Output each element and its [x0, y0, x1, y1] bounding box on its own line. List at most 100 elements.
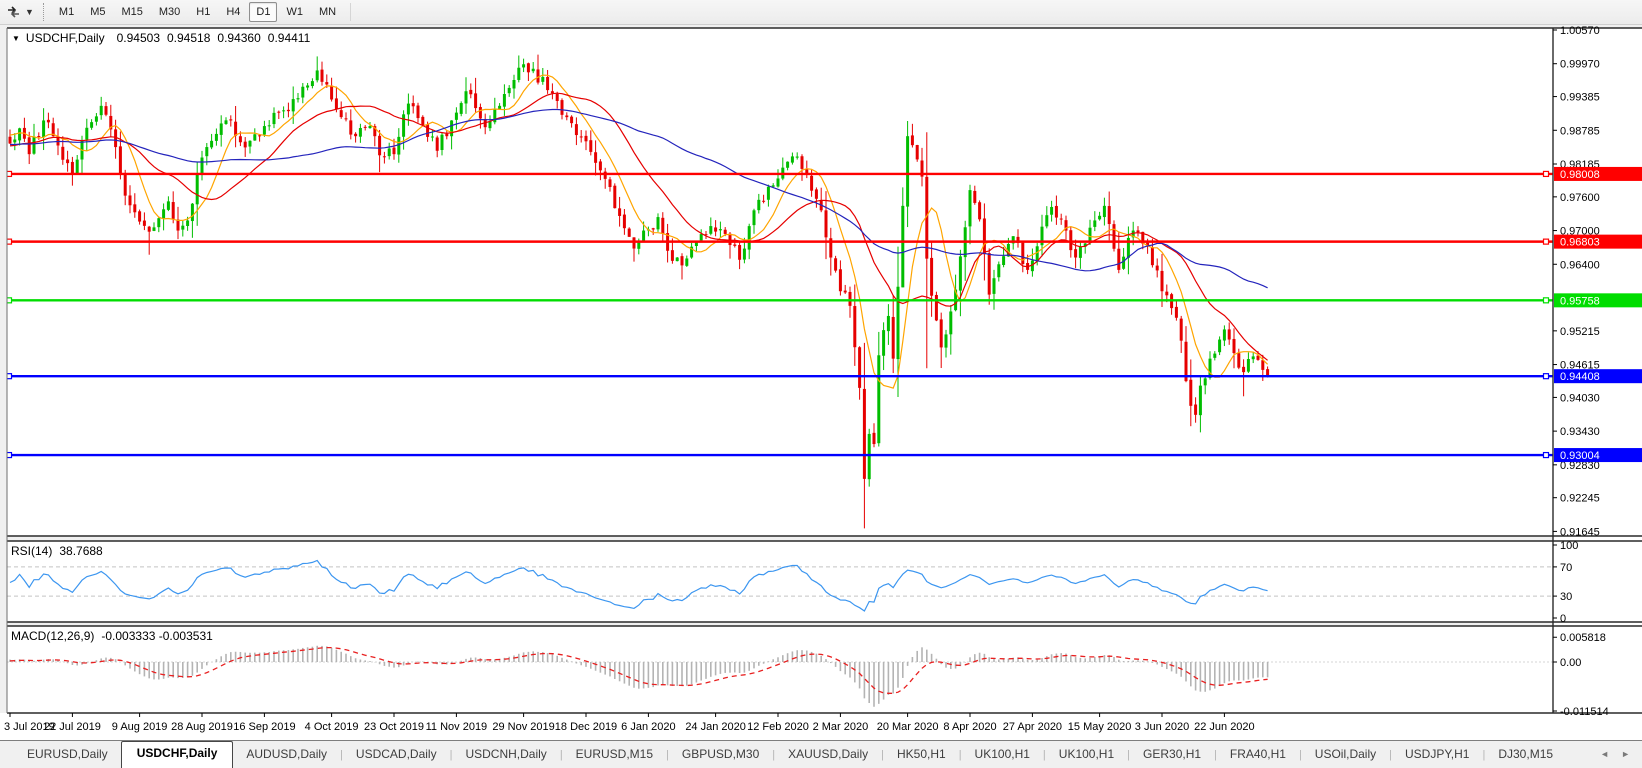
tab-usdcnh-daily[interactable]: USDCNH,Daily — [465, 747, 547, 761]
svg-text:0.98785: 0.98785 — [1560, 125, 1600, 137]
svg-text:0.99385: 0.99385 — [1560, 92, 1600, 104]
tab-fra40-h1[interactable]: FRA40,H1 — [1229, 747, 1286, 761]
timeframe-button-m30[interactable]: M30 — [158, 6, 181, 18]
hline-0.93004 — [7, 451, 1553, 459]
rsi-value: 38.7688 — [59, 544, 103, 558]
chart-shift-icon[interactable] — [5, 4, 23, 20]
tab-eurusd-m15[interactable]: EURUSD,M15 — [575, 747, 654, 761]
timeframe-button-mn[interactable]: MN — [318, 6, 337, 18]
svg-text:0.00: 0.00 — [1560, 657, 1581, 669]
tab-divider: | — [340, 749, 343, 761]
rsi-axis: 100 70 30 0 — [1553, 540, 1578, 625]
tab-usdchf-daily[interactable]: USDCHF,Daily — [120, 741, 234, 768]
svg-text:8 Apr 2020: 8 Apr 2020 — [943, 721, 996, 733]
hline-0.95758 — [7, 297, 1553, 304]
timeframe-button-w1[interactable]: W1 — [286, 6, 303, 18]
timeframe-button-m5[interactable]: M5 — [90, 6, 106, 18]
svg-text:0.94030: 0.94030 — [1560, 392, 1600, 404]
svg-text:4 Oct 2019: 4 Oct 2019 — [305, 721, 359, 733]
svg-text:28 Aug 2019: 28 Aug 2019 — [171, 721, 233, 733]
hline-price-badge: 0.93004 — [1554, 448, 1642, 463]
svg-text:0.94615: 0.94615 — [1560, 360, 1600, 372]
svg-text:23 Oct 2019: 23 Oct 2019 — [364, 721, 424, 733]
tab-divider: | — [772, 749, 776, 761]
macd-name: MACD(12,26,9) — [11, 629, 95, 643]
timeframe-button-d1[interactable]: D1 — [249, 2, 278, 22]
svg-text:16 Sep 2019: 16 Sep 2019 — [233, 721, 295, 733]
svg-text:20 Mar 2020: 20 Mar 2020 — [877, 721, 939, 733]
collapse-triangle-icon[interactable]: ▼ — [12, 33, 20, 43]
ohlc-high: 0.94518 — [167, 31, 211, 45]
tab-scroll-right-icon[interactable]: ► — [1621, 749, 1630, 759]
tab-divider: | — [1127, 749, 1131, 761]
svg-text:12 Feb 2020: 12 Feb 2020 — [747, 721, 809, 733]
hline-price-badge: 0.94408 — [1554, 369, 1642, 384]
svg-text:24 Jan 2020: 24 Jan 2020 — [685, 721, 746, 733]
hline-0.96803 — [7, 238, 1553, 245]
svg-text:22 Jun 2020: 22 Jun 2020 — [1194, 721, 1255, 733]
svg-text:0.93004: 0.93004 — [1560, 450, 1600, 462]
rsi-name: RSI(14) — [11, 544, 53, 558]
tab-divider: | — [559, 749, 563, 761]
tab-divider: | — [881, 749, 884, 761]
svg-text:0.94408: 0.94408 — [1560, 371, 1600, 383]
tab-usdcad-daily[interactable]: USDCAD,Daily — [355, 747, 437, 761]
svg-text:0.95215: 0.95215 — [1560, 326, 1600, 338]
chart-title: ▼ USDCHF,Daily 0.94503 0.94518 0.94360 0… — [12, 31, 317, 45]
svg-text:29 Nov 2019: 29 Nov 2019 — [492, 721, 554, 733]
timeframe-button-h1[interactable]: H1 — [196, 6, 211, 18]
dropdown-arrow-icon[interactable]: ▼ — [25, 7, 34, 17]
chart-tab-bar: EURUSD,Daily USDCHF,Daily AUDUSD,Daily | USD… — [0, 740, 1642, 768]
tab-usdjpy-h1[interactable]: USDJPY,H1 — [1405, 747, 1470, 761]
timeframe-button-h4[interactable]: H4 — [226, 6, 241, 18]
tab-audusd-daily[interactable]: AUDUSD,Daily — [246, 747, 328, 761]
tab-xauusd-daily[interactable]: XAUUSD,Daily — [788, 747, 869, 761]
ohlc-low: 0.94360 — [217, 31, 261, 45]
ma-55-line — [10, 108, 1268, 289]
svg-text:30: 30 — [1560, 591, 1572, 603]
price-axis: 1.005700.999700.993850.987850.981850.976… — [1553, 25, 1600, 538]
tab-divider: | — [1389, 749, 1392, 761]
hline-price-badge: 0.98008 — [1554, 166, 1642, 181]
svg-text:3 Jun 2020: 3 Jun 2020 — [1135, 721, 1189, 733]
tab-divider: | — [1482, 749, 1486, 761]
svg-text:27 Apr 2020: 27 Apr 2020 — [1003, 721, 1062, 733]
timeframe-button-m1[interactable]: M1 — [58, 6, 75, 18]
macd-signal-line — [9, 646, 1268, 694]
toolbar: ▼ M1 M5 M15 M30 H1 H4 D1 W1 MN — [0, 0, 1642, 25]
macd-histogram — [9, 645, 1269, 707]
svg-text:0.96400: 0.96400 — [1560, 259, 1600, 271]
tab-ger30-h1[interactable]: GER30,H1 — [1143, 747, 1202, 761]
svg-text:0.97000: 0.97000 — [1560, 226, 1600, 238]
svg-text:18 Dec 2019: 18 Dec 2019 — [555, 721, 617, 733]
ohlc-close: 0.94411 — [267, 31, 311, 45]
tab-uk100-h1[interactable]: UK100,H1 — [1058, 747, 1115, 761]
tab-gbpusd-m30[interactable]: GBPUSD,M30 — [681, 747, 760, 761]
tab-usoil-daily[interactable]: USOil,Daily — [1314, 747, 1377, 761]
svg-text:9 Aug 2019: 9 Aug 2019 — [112, 721, 168, 733]
tab-hk50-h1[interactable]: HK50,H1 — [896, 747, 946, 761]
symbol-period-label: USDCHF,Daily — [25, 31, 105, 45]
svg-text:1.00570: 1.00570 — [1560, 25, 1600, 37]
svg-text:6 Jan 2020: 6 Jan 2020 — [621, 721, 675, 733]
svg-text:3 Jul 2019: 3 Jul 2019 — [4, 721, 55, 733]
hline-0.94408 — [7, 373, 1553, 380]
ohlc-open: 0.94503 — [116, 31, 160, 45]
toolbar-grip[interactable] — [42, 3, 44, 21]
timeframe-button-group: M1 M5 M15 M30 H1 H4 D1 W1 MN — [51, 2, 344, 22]
tab-scroll-left-icon[interactable]: ◄ — [1600, 749, 1610, 759]
hline-price-badge: 0.96803 — [1554, 234, 1642, 249]
tab-divider: | — [1042, 749, 1046, 761]
macd-axis: 0.005818 0.00 -0.011514 — [1553, 632, 1609, 718]
tab-eurusd-daily[interactable]: EURUSD,Daily — [27, 747, 108, 761]
tab-uk100-h1[interactable]: UK100,H1 — [974, 747, 1030, 761]
macd-values: -0.003333 -0.003531 — [101, 629, 213, 643]
svg-text:22 Jul 2019: 22 Jul 2019 — [44, 721, 101, 733]
timeframe-button-m15[interactable]: M15 — [121, 6, 143, 18]
svg-text:2 Mar 2020: 2 Mar 2020 — [813, 721, 869, 733]
tab-dj30-m15[interactable]: DJ30,M15 — [1498, 747, 1554, 761]
svg-text:100: 100 — [1560, 540, 1578, 552]
svg-text:70: 70 — [1560, 562, 1572, 574]
